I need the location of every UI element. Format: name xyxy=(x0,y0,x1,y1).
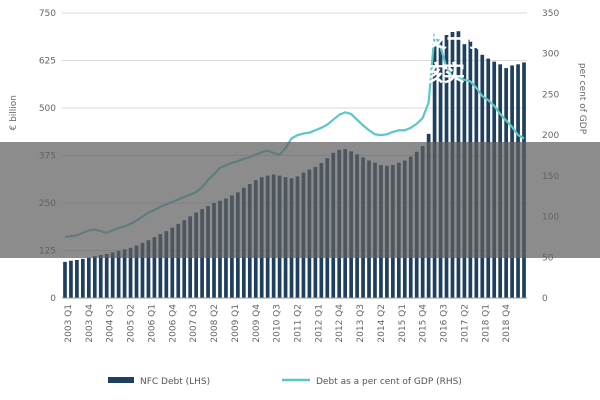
x-tick-label: 2015 Q4 xyxy=(419,304,429,343)
y-right-tick-label: 250 xyxy=(542,90,559,100)
bar xyxy=(170,227,175,298)
overlay-line-2: 分争议：高度重视，开展调查核实 xyxy=(134,62,465,87)
y-right-tick-label: 300 xyxy=(542,50,559,60)
x-tick-label: 2014 Q2 xyxy=(377,304,387,343)
x-tick-label: 2006 Q4 xyxy=(168,304,178,343)
y-left-tick-label: 500 xyxy=(39,104,56,114)
legend-swatch-bar xyxy=(108,377,134,383)
bar xyxy=(63,261,67,298)
y-left-tick-label: 0 xyxy=(50,294,56,304)
x-tick-label: 2018 Q4 xyxy=(502,304,512,343)
bar xyxy=(122,249,127,298)
axes: 0125250375500625750050100150200250300350… xyxy=(9,9,587,343)
x-tick-label: 2008 Q2 xyxy=(210,304,220,343)
legend-label-nfc-debt: NFC Debt (LHS) xyxy=(140,377,210,387)
bar xyxy=(86,257,91,298)
y-right-tick-label: 350 xyxy=(542,9,559,19)
legend: NFC Debt (LHS) Debt as a per cent of GDP … xyxy=(108,377,462,387)
y-right-tick-label: 0 xyxy=(542,294,548,304)
bar xyxy=(98,255,103,298)
overlay-banner xyxy=(0,142,600,258)
y-right-tick-label: 200 xyxy=(542,131,559,141)
bar xyxy=(146,240,151,298)
y-left-tick-label: 625 xyxy=(39,57,56,67)
x-tick-label: 2018 Q1 xyxy=(481,304,491,343)
bar xyxy=(176,223,181,298)
x-tick-label: 2016 Q3 xyxy=(440,304,450,343)
bar xyxy=(164,231,169,298)
bar xyxy=(75,260,79,298)
bar xyxy=(116,250,121,298)
x-tick-label: 2012 Q4 xyxy=(335,304,345,343)
bar xyxy=(128,247,133,298)
x-tick-label: 2003 Q4 xyxy=(85,304,95,343)
x-tick-label: 2012 Q1 xyxy=(314,304,324,343)
bar xyxy=(140,242,145,298)
x-tick-label: 2004 Q3 xyxy=(106,304,116,343)
overlay-headline: 实盘股票杠杆平台 官方通报河南“三支一扶”高 分争议：高度重视，开展调查核实 xyxy=(0,0,600,116)
x-tick-label: 2013 Q3 xyxy=(356,304,366,343)
x-tick-label: 2011 Q2 xyxy=(293,304,303,343)
bar xyxy=(182,220,187,298)
x-tick-label: 2017 Q2 xyxy=(460,304,470,343)
bar xyxy=(92,256,97,298)
x-tick-label: 2009 Q1 xyxy=(231,304,241,343)
x-tick-label: 2009 Q4 xyxy=(252,304,262,343)
x-tick-label: 2005 Q2 xyxy=(127,304,137,343)
bar xyxy=(69,260,73,298)
bar xyxy=(81,258,85,298)
legend-label-debt-gdp: Debt as a per cent of GDP (RHS) xyxy=(316,377,462,387)
overlay-line-1: 实盘股票杠杆平台 官方通报河南“三支一扶”高 xyxy=(72,28,528,53)
bar xyxy=(104,253,109,298)
x-tick-label: 2015 Q1 xyxy=(398,304,408,343)
x-tick-label: 2007 Q3 xyxy=(189,304,199,343)
bar xyxy=(110,252,115,298)
y-left-axis-title: € billion xyxy=(9,95,19,131)
x-tick-label: 2010 Q3 xyxy=(273,304,283,343)
y-right-tick-label: 50 xyxy=(542,253,554,263)
bar xyxy=(152,237,157,298)
y-left-tick-label: 750 xyxy=(39,9,56,19)
y-right-axis-title: per cent of GDP xyxy=(577,63,587,135)
bar xyxy=(134,245,139,298)
bar xyxy=(158,234,163,298)
x-tick-label: 2006 Q1 xyxy=(147,304,157,343)
x-tick-label: 2003 Q1 xyxy=(64,304,74,343)
